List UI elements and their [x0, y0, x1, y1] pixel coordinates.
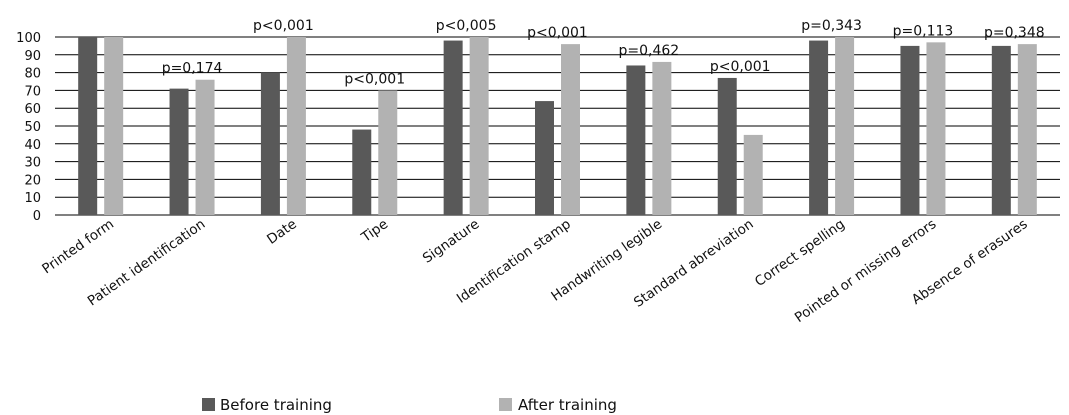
legend-swatch-before: [202, 398, 215, 411]
bar-after: [743, 134, 763, 215]
bar-after: [835, 37, 855, 215]
y-tick-label: 70: [24, 84, 41, 99]
bar-before: [169, 88, 189, 215]
y-tick-label: 30: [24, 156, 41, 171]
p-value-label: p<0,005: [436, 18, 497, 34]
x-category-label: Correct spelling: [752, 216, 848, 290]
bar-after: [378, 90, 398, 215]
bar-after: [195, 79, 215, 215]
legend-label-before: Before training: [220, 396, 332, 414]
p-value-label: p<0,001: [527, 25, 588, 41]
legend-label-after: After training: [518, 396, 617, 414]
bar-before: [260, 72, 280, 215]
legend: Before training After training: [202, 396, 617, 414]
bar-before: [78, 37, 98, 215]
bar-before: [900, 45, 920, 216]
y-tick-label: 90: [24, 49, 41, 64]
x-category-label: Signature: [420, 216, 483, 266]
legend-swatch-after: [499, 398, 512, 411]
x-category-label: Printed form: [39, 216, 117, 277]
y-tick-label: 40: [24, 138, 41, 153]
y-tick-label: 60: [24, 102, 41, 117]
y-tick-label: 0: [33, 209, 41, 224]
y-tick-label: 100: [16, 31, 41, 46]
p-value-label: p<0,001: [344, 71, 405, 87]
x-category-label: Date: [264, 216, 300, 248]
y-tick-label: 80: [24, 67, 41, 82]
bar-before: [809, 40, 829, 216]
p-value-label: p<0,001: [253, 18, 314, 34]
p-value-annotations: p=0,174 p<0,001 p<0,001 p<0,005 p<0,001 p=0,4…: [162, 18, 1045, 87]
bars: [78, 37, 1037, 216]
y-axis-ticks: 0 10 20 30 40 50 60 70 80 90 100: [16, 31, 41, 224]
gridlines: [55, 36, 1060, 216]
bar-before: [717, 77, 737, 215]
bar-after: [652, 61, 672, 215]
y-tick-label: 20: [24, 173, 41, 188]
y-tick-label: 10: [24, 191, 41, 206]
bar-before: [991, 45, 1011, 216]
bar-before: [535, 101, 554, 215]
p-value-label: p=0,343: [801, 18, 862, 34]
bar-after: [926, 42, 946, 216]
bar-before: [626, 65, 646, 215]
bar-after: [104, 37, 124, 215]
p-value-label: p=0,174: [162, 61, 223, 77]
bar-before: [352, 129, 372, 215]
bar-after: [286, 37, 306, 215]
p-value-label: p=0,348: [984, 25, 1045, 41]
p-value-label: p=0,113: [893, 23, 954, 39]
p-value-label: p<0,001: [710, 59, 771, 75]
y-tick-label: 50: [24, 120, 41, 135]
x-category-label: Tipe: [358, 216, 391, 246]
p-value-label: p=0,462: [619, 43, 680, 59]
bar-after: [469, 37, 489, 215]
bar-before: [443, 40, 463, 216]
bar-after: [561, 44, 580, 216]
bar-after: [1017, 44, 1037, 216]
